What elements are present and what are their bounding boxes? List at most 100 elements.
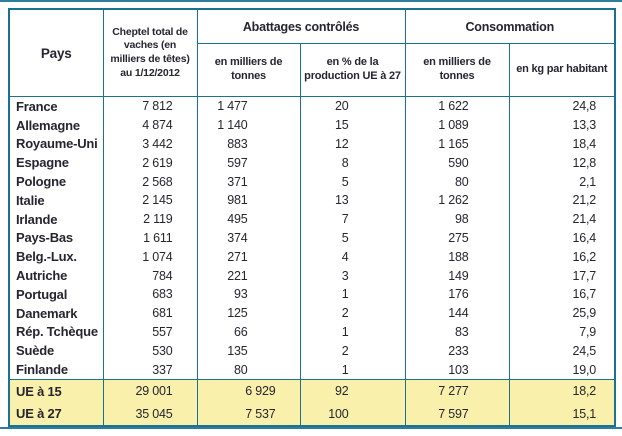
country-cell: Belg.-Lux. xyxy=(8,247,104,267)
table-row: Rép. Tchèque 557 66 1 83 7,9 xyxy=(8,322,616,342)
value-cell: 66 xyxy=(196,322,301,342)
value-cell: 683 xyxy=(102,284,198,304)
value-cell: 16,2 xyxy=(508,247,616,267)
value-cell: 2 xyxy=(299,303,406,323)
column-header-pays: Pays xyxy=(8,9,104,97)
value-cell: 1 xyxy=(299,284,406,304)
top-rule xyxy=(0,0,622,2)
country-cell: Portugal xyxy=(8,284,104,304)
country-cell: Allemagne xyxy=(8,115,104,135)
country-cell: Danemark xyxy=(8,303,104,323)
table-row: Royaume-Uni 3 442 883 12 1 165 18,4 xyxy=(8,134,616,154)
value-cell: 337 xyxy=(102,360,198,380)
table-row: Irlande 2 119 495 7 98 21,4 xyxy=(8,209,616,229)
value-cell: 24,5 xyxy=(508,341,616,361)
value-cell: 374 xyxy=(196,228,301,248)
value-cell: 80 xyxy=(196,360,301,380)
country-cell: Finlande xyxy=(8,360,104,380)
value-cell: 221 xyxy=(196,266,301,285)
value-cell: 2 619 xyxy=(102,153,198,173)
value-cell: 495 xyxy=(196,209,301,229)
value-cell: 7 812 xyxy=(102,96,198,116)
value-cell: 883 xyxy=(196,134,301,154)
value-cell: 530 xyxy=(102,341,198,361)
value-cell: 3 442 xyxy=(102,134,198,154)
table-row: Portugal 683 93 1 176 16,7 xyxy=(8,284,616,304)
value-cell: 271 xyxy=(196,247,301,267)
group-header-abattages: Abattages contrôlés xyxy=(196,9,406,44)
value-cell: 144 xyxy=(404,303,510,323)
value-cell: 149 xyxy=(404,266,510,285)
value-cell: 17,7 xyxy=(508,266,616,285)
value-cell: 125 xyxy=(196,303,301,323)
value-cell: 597 xyxy=(196,153,301,173)
value-cell: 3 xyxy=(299,266,406,285)
value-cell: 12 xyxy=(299,134,406,154)
value-cell: 1 477 xyxy=(196,96,301,116)
value-cell: 35 045 xyxy=(102,402,198,426)
value-cell: 2 145 xyxy=(102,190,198,210)
value-cell: 1 165 xyxy=(404,134,510,154)
value-cell: 4 xyxy=(299,247,406,267)
value-cell: 275 xyxy=(404,228,510,248)
value-cell: 1 xyxy=(299,322,406,342)
column-header-abattages-tonnes: en milliers de tonnes xyxy=(196,43,301,97)
total-row: UE à 15 29 001 6 929 92 7 277 18,2 xyxy=(8,378,616,403)
value-cell: 19,0 xyxy=(508,360,616,380)
value-cell: 21,4 xyxy=(508,209,616,229)
column-header-conso-kg: en kg par habitant xyxy=(508,43,616,97)
value-cell: 20 xyxy=(299,96,406,116)
value-cell: 16,7 xyxy=(508,284,616,304)
value-cell: 188 xyxy=(404,247,510,267)
value-cell: 21,2 xyxy=(508,190,616,210)
value-cell: 2,1 xyxy=(508,172,616,191)
column-header-conso-tonnes: en milliers de tonnes xyxy=(404,43,510,97)
value-cell: 100 xyxy=(299,402,406,426)
bottom-rule xyxy=(0,427,622,429)
value-cell: 92 xyxy=(299,378,406,403)
country-cell: Espagne xyxy=(8,153,104,173)
table-row: Suède 530 135 2 233 24,5 xyxy=(8,341,616,361)
value-cell: 29 001 xyxy=(102,378,198,403)
value-cell: 7 537 xyxy=(196,402,301,426)
country-cell: Royaume-Uni xyxy=(8,134,104,154)
value-cell: 93 xyxy=(196,284,301,304)
value-cell: 1 074 xyxy=(102,247,198,267)
column-header-cheptel: Cheptel total de vaches (en milliers de … xyxy=(102,9,198,97)
table-row: France 7 812 1 477 20 1 622 24,8 xyxy=(8,96,616,116)
value-cell: 2 568 xyxy=(102,172,198,191)
country-cell: Italie xyxy=(8,190,104,210)
value-cell: 5 xyxy=(299,172,406,191)
value-cell: 18,2 xyxy=(508,378,616,403)
table-body: France 7 812 1 477 20 1 622 24,8 Allemagne 4 87… xyxy=(8,96,616,380)
value-cell: 590 xyxy=(404,153,510,173)
value-cell: 12,8 xyxy=(508,153,616,173)
cattle-statistics-table: Pays Cheptel total de vaches (en millier… xyxy=(8,8,617,427)
value-cell: 1 262 xyxy=(404,190,510,210)
table-row: Pologne 2 568 371 5 80 2,1 xyxy=(8,172,616,191)
country-cell: Irlande xyxy=(8,209,104,229)
value-cell: 135 xyxy=(196,341,301,361)
value-cell: 103 xyxy=(404,360,510,380)
value-cell: 8 xyxy=(299,153,406,173)
table-row: Finlande 337 80 1 103 19,0 xyxy=(8,360,616,380)
value-cell: 13,3 xyxy=(508,115,616,135)
value-cell: 1 089 xyxy=(404,115,510,135)
value-cell: 7 xyxy=(299,209,406,229)
table-row: Allemagne 4 874 1 140 15 1 089 13,3 xyxy=(8,115,616,135)
value-cell: 80 xyxy=(404,172,510,191)
table-row: Danemark 681 125 2 144 25,9 xyxy=(8,303,616,323)
value-cell: 2 119 xyxy=(102,209,198,229)
value-cell: 7 597 xyxy=(404,402,510,426)
value-cell: 981 xyxy=(196,190,301,210)
value-cell: 5 xyxy=(299,228,406,248)
value-cell: 13 xyxy=(299,190,406,210)
value-cell: 15 xyxy=(299,115,406,135)
value-cell: 4 874 xyxy=(102,115,198,135)
table-row: Autriche 784 221 3 149 17,7 xyxy=(8,266,616,285)
value-cell: 784 xyxy=(102,266,198,285)
value-cell: 1 622 xyxy=(404,96,510,116)
value-cell: 24,8 xyxy=(508,96,616,116)
country-cell: France xyxy=(8,96,104,116)
country-cell: Pologne xyxy=(8,172,104,191)
